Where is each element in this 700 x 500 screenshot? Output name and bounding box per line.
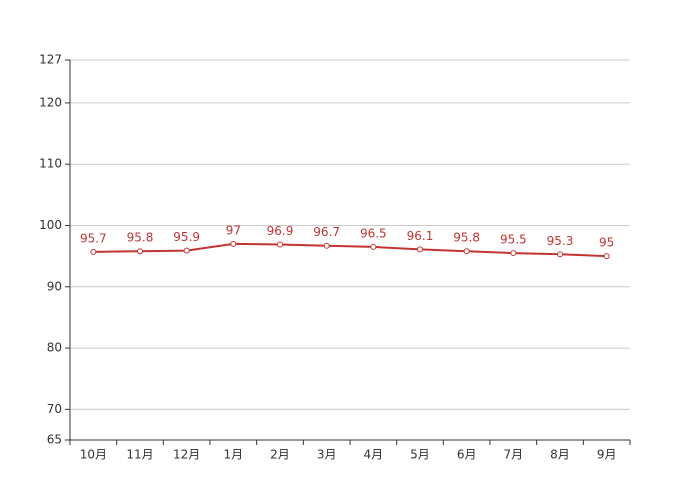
data-label: 95 bbox=[599, 236, 614, 250]
point bbox=[323, 242, 330, 249]
data-label: 95.7 bbox=[80, 231, 107, 245]
point bbox=[417, 246, 423, 253]
x-tick-label: 8月 bbox=[550, 448, 570, 462]
y-tick-label: 127 bbox=[39, 53, 62, 67]
point bbox=[603, 253, 610, 260]
point bbox=[183, 247, 190, 254]
y-tick-label: 100 bbox=[39, 218, 62, 232]
data-label: 95.5 bbox=[500, 233, 527, 247]
x-tick-label: 4月 bbox=[364, 448, 384, 462]
point bbox=[90, 248, 97, 255]
point bbox=[370, 243, 377, 250]
x-tick-label: 1月 bbox=[224, 448, 244, 462]
line bbox=[93, 242, 607, 258]
data-label: 96.5 bbox=[360, 226, 387, 240]
data-label: 95.8 bbox=[453, 231, 480, 245]
x-tick-label: 7月 bbox=[504, 448, 524, 462]
x-tick-label: 6月 bbox=[457, 448, 477, 462]
x-tick-label: 5月 bbox=[410, 448, 430, 462]
y-tick-label: 90 bbox=[47, 279, 62, 293]
y-tick-label: 65 bbox=[47, 433, 62, 447]
data-label: 95.3 bbox=[547, 234, 574, 248]
x-tick-label: 2月 bbox=[270, 448, 290, 462]
y-tick-label: 110 bbox=[39, 157, 62, 171]
data-label: 97 bbox=[226, 223, 241, 237]
x-tick-label: 3月 bbox=[317, 448, 337, 462]
point bbox=[463, 248, 470, 255]
x-tick-label: 11月 bbox=[126, 448, 153, 462]
y-tick-label: 70 bbox=[47, 402, 62, 416]
data-label: 95.9 bbox=[173, 230, 200, 244]
point bbox=[137, 248, 143, 255]
x-tick-label: 12月 bbox=[173, 448, 200, 462]
point bbox=[277, 241, 283, 248]
data-label: 96.7 bbox=[313, 225, 340, 239]
data-label: 96.1 bbox=[407, 229, 434, 243]
x-tick-label: 10月 bbox=[80, 448, 107, 462]
y-tick-label: 80 bbox=[47, 341, 62, 355]
point bbox=[510, 250, 517, 257]
data-label: 96.9 bbox=[267, 224, 294, 238]
point bbox=[230, 240, 237, 247]
x-tick-label: 9月 bbox=[597, 448, 617, 462]
y-tick-label: 120 bbox=[39, 95, 62, 109]
data-label: 95.8 bbox=[127, 231, 154, 245]
point bbox=[557, 251, 563, 258]
